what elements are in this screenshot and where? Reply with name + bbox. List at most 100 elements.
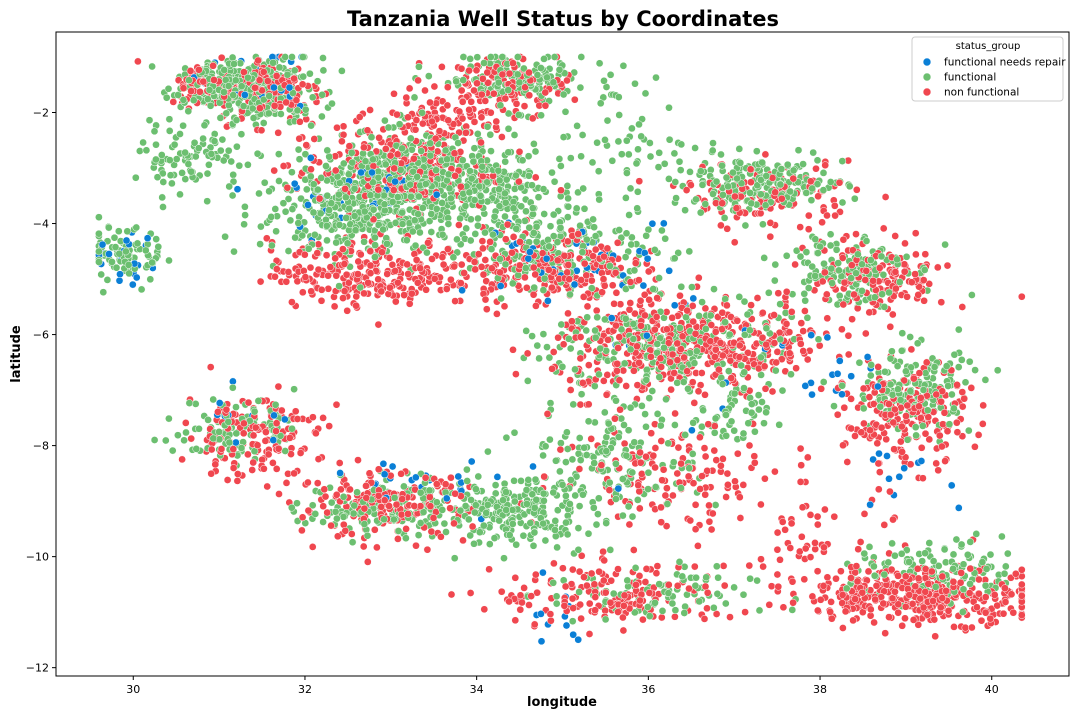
point-functional <box>453 235 461 244</box>
point-functional <box>971 366 979 374</box>
point-functional-needs-repair <box>665 266 674 275</box>
point-functional <box>250 407 259 416</box>
point-non-functional <box>472 66 481 75</box>
point-non-functional <box>455 221 463 229</box>
point-functional <box>691 581 700 590</box>
point-functional <box>691 144 699 152</box>
point-non-functional <box>932 390 941 399</box>
point-functional <box>575 434 584 442</box>
point-functional <box>438 199 446 207</box>
point-functional <box>624 502 633 511</box>
point-non-functional <box>525 91 534 100</box>
point-functional <box>730 583 738 592</box>
point-functional <box>688 450 697 458</box>
point-non-functional <box>666 358 674 367</box>
point-non-functional <box>279 162 288 170</box>
point-non-functional <box>733 316 742 325</box>
point-functional <box>950 350 959 359</box>
point-non-functional <box>374 465 383 474</box>
point-functional <box>110 233 119 242</box>
point-non-functional <box>426 502 435 511</box>
point-non-functional <box>209 61 217 70</box>
point-non-functional <box>885 613 893 621</box>
point-functional <box>668 599 677 608</box>
point-non-functional <box>697 369 706 377</box>
point-functional <box>521 217 529 225</box>
point-functional <box>675 157 684 166</box>
point-non-functional <box>685 584 693 593</box>
point-functional <box>645 394 654 402</box>
point-functional <box>577 152 585 161</box>
point-functional <box>614 137 623 146</box>
point-non-functional <box>657 437 666 445</box>
point-functional <box>342 214 351 222</box>
point-non-functional <box>961 623 970 632</box>
point-non-functional <box>347 530 356 538</box>
point-functional <box>776 300 784 308</box>
point-non-functional <box>722 493 730 501</box>
point-non-functional <box>647 429 656 438</box>
point-functional <box>556 467 564 476</box>
point-non-functional <box>244 398 253 407</box>
point-non-functional <box>343 306 352 315</box>
point-functional <box>233 142 241 151</box>
point-non-functional <box>901 614 909 623</box>
point-functional <box>677 140 686 149</box>
point-non-functional <box>599 377 608 385</box>
point-functional <box>178 169 186 177</box>
point-non-functional <box>730 238 739 247</box>
point-non-functional <box>653 562 662 570</box>
point-non-functional <box>317 285 326 294</box>
point-functional <box>510 131 519 139</box>
point-functional <box>986 550 995 559</box>
point-non-functional <box>458 97 467 106</box>
point-non-functional <box>839 300 848 309</box>
point-non-functional <box>774 289 783 298</box>
point-functional <box>582 451 591 459</box>
point-non-functional <box>404 113 412 122</box>
point-functional <box>449 253 458 262</box>
point-non-functional <box>248 466 257 474</box>
point-functional <box>557 162 565 170</box>
point-functional <box>721 295 730 303</box>
point-functional <box>681 602 689 611</box>
point-non-functional <box>402 93 411 102</box>
point-functional <box>165 127 174 135</box>
point-functional <box>652 73 660 82</box>
point-functional <box>803 313 812 322</box>
point-non-functional <box>178 455 186 464</box>
point-functional <box>232 116 241 124</box>
point-functional <box>739 590 748 599</box>
point-non-functional <box>518 598 526 607</box>
point-non-functional <box>649 451 658 460</box>
point-functional <box>655 148 664 157</box>
point-functional <box>835 291 844 300</box>
point-functional <box>665 135 674 144</box>
point-non-functional <box>585 630 594 638</box>
point-functional <box>794 146 803 155</box>
point-non-functional <box>587 569 596 578</box>
point-non-functional <box>967 384 976 392</box>
point-functional <box>998 532 1006 541</box>
point-non-functional <box>583 302 592 311</box>
point-non-functional <box>352 301 360 310</box>
point-functional <box>626 403 635 412</box>
point-functional <box>490 534 499 542</box>
point-functional <box>676 166 685 174</box>
point-functional <box>1000 569 1009 578</box>
point-functional <box>530 140 538 148</box>
point-functional <box>948 390 956 399</box>
point-functional <box>762 408 770 417</box>
point-non-functional <box>354 456 362 464</box>
point-non-functional <box>239 429 248 438</box>
point-non-functional <box>921 250 930 259</box>
point-non-functional <box>590 580 599 589</box>
point-non-functional <box>701 304 710 313</box>
point-non-functional <box>620 439 629 448</box>
point-non-functional <box>493 310 501 318</box>
point-non-functional <box>332 490 341 499</box>
point-functional-needs-repair <box>807 331 816 339</box>
point-functional <box>463 465 471 474</box>
point-functional <box>318 90 327 99</box>
